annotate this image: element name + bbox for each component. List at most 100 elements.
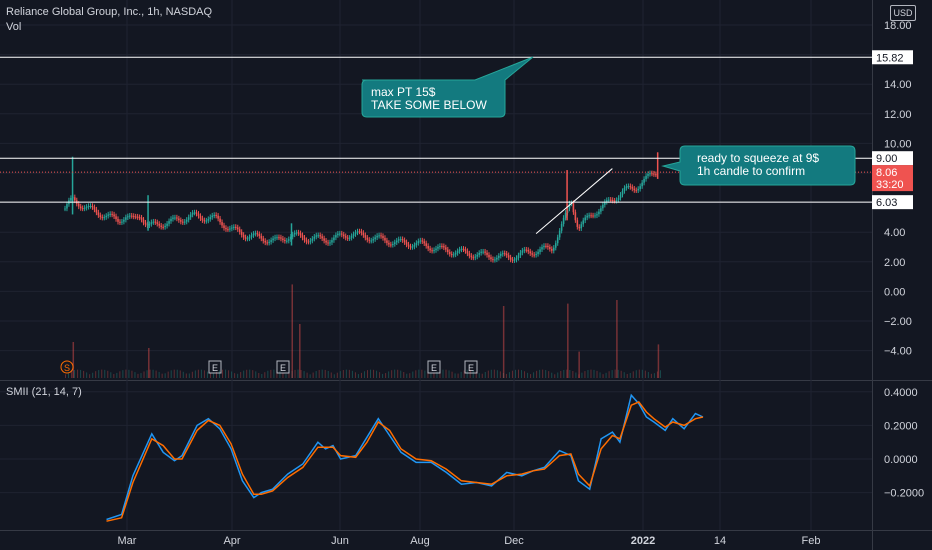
candle-body (346, 237, 349, 239)
volume-bar (596, 370, 598, 378)
volume-bar (569, 369, 571, 378)
candle-body (584, 217, 586, 221)
volume-bar (321, 369, 323, 378)
candle-body (223, 225, 225, 228)
volume-bar (635, 370, 637, 378)
candle-body (615, 200, 618, 202)
candle-body (602, 204, 604, 209)
annotation-text: ready to squeeze at 9$ (697, 151, 819, 165)
volume-bar (140, 373, 142, 378)
candle-body (437, 246, 439, 249)
candle-body (144, 222, 147, 225)
candle-body (590, 215, 592, 217)
candle-body (342, 234, 345, 237)
candle-body (411, 246, 414, 248)
volume-bar (502, 373, 504, 378)
annotation-text: 1h candle to confirm (697, 164, 805, 178)
candle-body (378, 235, 380, 237)
volume-bar (191, 371, 193, 378)
volume-bar (206, 371, 208, 378)
candle-body (627, 186, 630, 188)
volume-bar (370, 369, 372, 378)
volume-bar (496, 370, 498, 378)
volume-label[interactable]: Vol (6, 21, 22, 33)
volume-bar (454, 373, 456, 378)
candle-body (649, 173, 651, 175)
candle-body (262, 238, 265, 241)
volume-bar (514, 369, 516, 378)
candle-body (545, 245, 547, 247)
volume-bar (110, 372, 112, 378)
volume-bar (511, 370, 513, 378)
candle-body (564, 212, 567, 218)
candle-body (225, 227, 227, 230)
candle-body (651, 173, 653, 175)
earnings-marker-label: E (468, 363, 474, 373)
volume-bar (354, 372, 356, 378)
last-price-tag (872, 165, 913, 192)
annotation-bubble (661, 145, 856, 186)
volume-bar (572, 370, 574, 378)
candle-body (209, 217, 212, 220)
candle-body (431, 250, 433, 252)
candle-body (77, 203, 80, 207)
volume-bar (373, 369, 375, 378)
candle-body (282, 238, 284, 240)
candle-body (305, 240, 308, 242)
candle-body (452, 254, 455, 256)
volume-bar (122, 370, 124, 378)
volume-bar (351, 370, 353, 378)
candle-body (307, 241, 310, 243)
candle-body (203, 220, 206, 222)
volume-bar (557, 372, 559, 378)
volume-bar (324, 369, 326, 378)
candle-body (439, 245, 441, 247)
volume-bar (336, 372, 338, 378)
candle-body (238, 229, 241, 232)
candle-body (178, 218, 180, 221)
candle-body (476, 254, 479, 257)
candle-body (456, 251, 459, 254)
candle-body (586, 215, 588, 218)
volume-bar (152, 369, 154, 378)
candle-body (464, 249, 467, 252)
volume-bar (363, 371, 365, 378)
candle-body (604, 201, 606, 205)
candle-body (374, 237, 376, 240)
y-tick-label: 10.00 (884, 138, 912, 150)
indicator-label[interactable]: SMII (21, 14, 7) (6, 386, 82, 398)
volume-bar (170, 370, 172, 378)
volume-bar (481, 373, 483, 378)
candle-body (529, 251, 532, 254)
candle-body (176, 217, 178, 219)
candle-body (99, 215, 102, 218)
volume-bar (173, 369, 175, 378)
candle-body (533, 254, 535, 256)
currency-badge[interactable]: USD (890, 5, 916, 21)
candle-body (474, 256, 477, 258)
volume-bar (457, 373, 459, 378)
candle-body (142, 219, 145, 223)
volume-bar (617, 369, 619, 378)
candle-body (574, 212, 577, 221)
volume-bar (137, 373, 139, 378)
volume-bar (216, 371, 217, 378)
x-tick-label: Apr (223, 535, 240, 547)
candle-body (380, 235, 382, 237)
candle-body (501, 253, 504, 255)
symbol-title[interactable]: Reliance Global Group, Inc., 1h, NASDAQ (6, 6, 213, 18)
candle-body (264, 240, 267, 243)
volume-bar (475, 371, 477, 378)
volume-bar (80, 369, 82, 378)
volume-bar (421, 369, 423, 378)
volume-bar (89, 374, 91, 378)
candle-body (619, 194, 622, 198)
candle-body (623, 187, 626, 192)
candle-body (490, 257, 492, 260)
volume-bar (197, 369, 199, 378)
candle-body (352, 234, 355, 237)
candle-body (287, 239, 290, 241)
volume-bar (659, 370, 661, 378)
candle-body (543, 245, 545, 248)
